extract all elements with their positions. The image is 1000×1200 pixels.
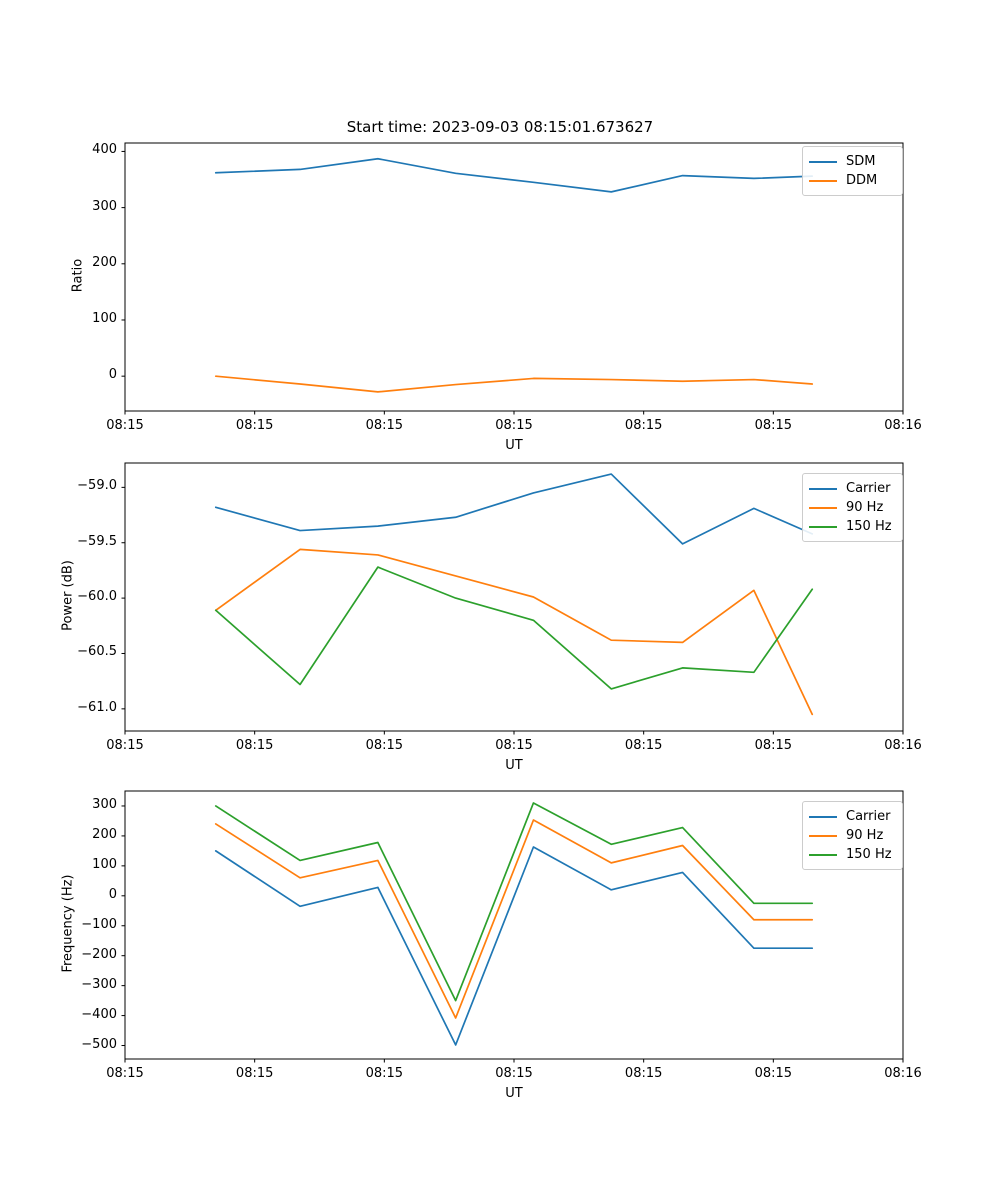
legend-0[interactable]: SDM DDM [802, 146, 903, 196]
y-tick-label: −100 [81, 916, 117, 932]
y-tick-label: 200 [92, 254, 117, 270]
x-tick-label: 08:15 [106, 738, 144, 753]
legend-entry[interactable]: Carrier [809, 807, 895, 826]
series-line-90-hz [214, 548, 814, 716]
x-tick-label: 08:15 [754, 1066, 793, 1081]
legend-entry[interactable]: Carrier [809, 479, 895, 498]
x-tick-label: 08:15 [365, 1066, 404, 1081]
legend-entry[interactable]: 90 Hz [809, 826, 895, 845]
y-tick-label: −400 [81, 1006, 117, 1022]
x-tick-label: 08:15 [235, 418, 274, 433]
legend-line-swatch-icon [809, 525, 837, 528]
legend-label: DDM [846, 173, 878, 188]
legend-entry[interactable]: DDM [809, 171, 895, 190]
y-tick-label: −59.5 [77, 533, 117, 549]
series-line-carrier [214, 846, 814, 1046]
x-tick-label: 08:15 [754, 738, 793, 753]
x-tick-label: 08:16 [884, 418, 922, 433]
x-tick-label: 08:15 [624, 418, 663, 433]
legend-entry[interactable]: 150 Hz [809, 517, 895, 536]
x-tick-label: 08:15 [495, 738, 533, 753]
x-tick-label: 08:15 [235, 738, 274, 753]
x-tick-label: 08:15 [495, 1066, 533, 1081]
series-line-sdm [214, 157, 814, 193]
x-tick-label: 08:15 [365, 418, 404, 433]
legend-label: SDM [846, 154, 876, 169]
legend-entry[interactable]: 90 Hz [809, 498, 895, 517]
series-line-carrier [214, 473, 814, 545]
y-tick-label: −60.5 [77, 644, 117, 660]
legend-line-swatch-icon [809, 179, 837, 182]
y-tick-label: −60.0 [77, 589, 117, 605]
series-line-ddm [214, 375, 814, 393]
legend-entry[interactable]: SDM [809, 152, 895, 171]
legend-line-swatch-icon [809, 160, 837, 163]
y-axis-label: Frequency (Hz) [60, 874, 76, 973]
legend-label: 90 Hz [846, 500, 884, 515]
x-tick-label: 08:15 [106, 418, 144, 433]
legend-entry[interactable]: 150 Hz [809, 845, 895, 864]
y-tick-label: −59.0 [77, 478, 117, 494]
x-axis-label: UT [505, 438, 523, 453]
axes-spine [124, 790, 904, 1060]
series-line-150-hz [214, 802, 814, 1002]
y-tick-label: 400 [92, 142, 117, 158]
legend-label: Carrier [846, 481, 891, 496]
x-axis-label: UT [505, 1086, 523, 1101]
figure-title: Start time: 2023-09-03 08:15:01.673627 [346, 118, 654, 136]
y-tick-label: −500 [81, 1036, 117, 1052]
y-tick-label: 0 [108, 886, 117, 902]
x-tick-label: 08:15 [106, 1066, 144, 1081]
x-tick-label: 08:15 [624, 1066, 663, 1081]
legend-line-swatch-icon [809, 853, 837, 856]
series-line-150-hz [214, 566, 814, 690]
y-tick-label: 100 [92, 310, 117, 326]
legend-2[interactable]: Carrier 90 Hz 150 Hz [802, 801, 903, 870]
legend-label: Carrier [846, 809, 891, 824]
y-tick-label: 200 [92, 826, 117, 842]
x-axis-label: UT [505, 758, 523, 773]
x-tick-label: 08:15 [495, 418, 533, 433]
y-tick-label: 300 [92, 796, 117, 812]
x-tick-label: 08:15 [235, 1066, 274, 1081]
x-tick-label: 08:15 [624, 738, 663, 753]
legend-line-swatch-icon [809, 834, 837, 837]
x-tick-label: 08:15 [365, 738, 404, 753]
y-tick-label: 100 [92, 856, 117, 872]
legend-label: 90 Hz [846, 828, 884, 843]
legend-line-swatch-icon [809, 487, 837, 490]
legend-line-swatch-icon [809, 815, 837, 818]
x-tick-label: 08:15 [754, 418, 793, 433]
y-tick-label: 0 [108, 367, 117, 383]
legend-label: 150 Hz [846, 519, 892, 534]
y-tick-label: −61.0 [77, 699, 117, 715]
legend-line-swatch-icon [809, 506, 837, 509]
y-tick-label: 300 [92, 198, 117, 214]
legend-1[interactable]: Carrier 90 Hz 150 Hz [802, 473, 903, 542]
x-tick-label: 08:16 [884, 738, 922, 753]
y-tick-label: −300 [81, 976, 117, 992]
y-tick-label: −200 [81, 946, 117, 962]
legend-label: 150 Hz [846, 847, 892, 862]
x-tick-label: 08:16 [884, 1066, 922, 1081]
series-line-90-hz [214, 819, 814, 1019]
